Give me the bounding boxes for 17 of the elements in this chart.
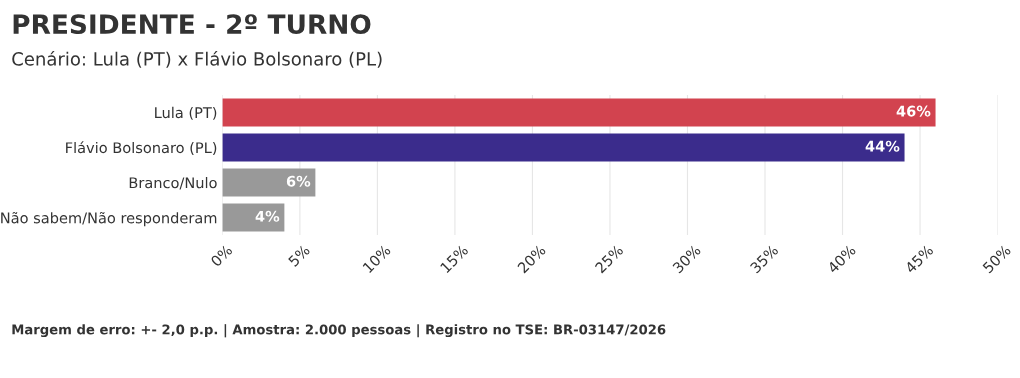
bar [222,203,285,232]
chart-subtitle: Cenário: Lula (PT) x Flávio Bolsonaro (PL) [12,51,382,68]
bar [222,98,936,127]
data-label: 6% [286,175,311,187]
y-tick-label: Lula (PT) [155,106,217,120]
bar [222,168,316,197]
x-tick-label: 0% [210,244,233,268]
y-tick-label: Branco/Nulo [129,176,217,190]
data-label: 46% [896,105,931,117]
y-tick-label: Flávio Bolsonaro (PL) [66,141,217,155]
x-tick-label: 5% [287,244,311,267]
data-label: 44% [865,140,900,152]
bar [222,133,905,162]
text: Margem de erro: +- 2,0 p.p. | Amostra: 2.000 pessoas | Registro no TSE: BR-03147/2026 [12,324,666,338]
data-label: 4% [255,210,280,222]
y-tick-label: Não sabem/Não responderam [1,211,217,227]
chart-title: PRESIDENTE - 2º TURNO [13,14,371,35]
